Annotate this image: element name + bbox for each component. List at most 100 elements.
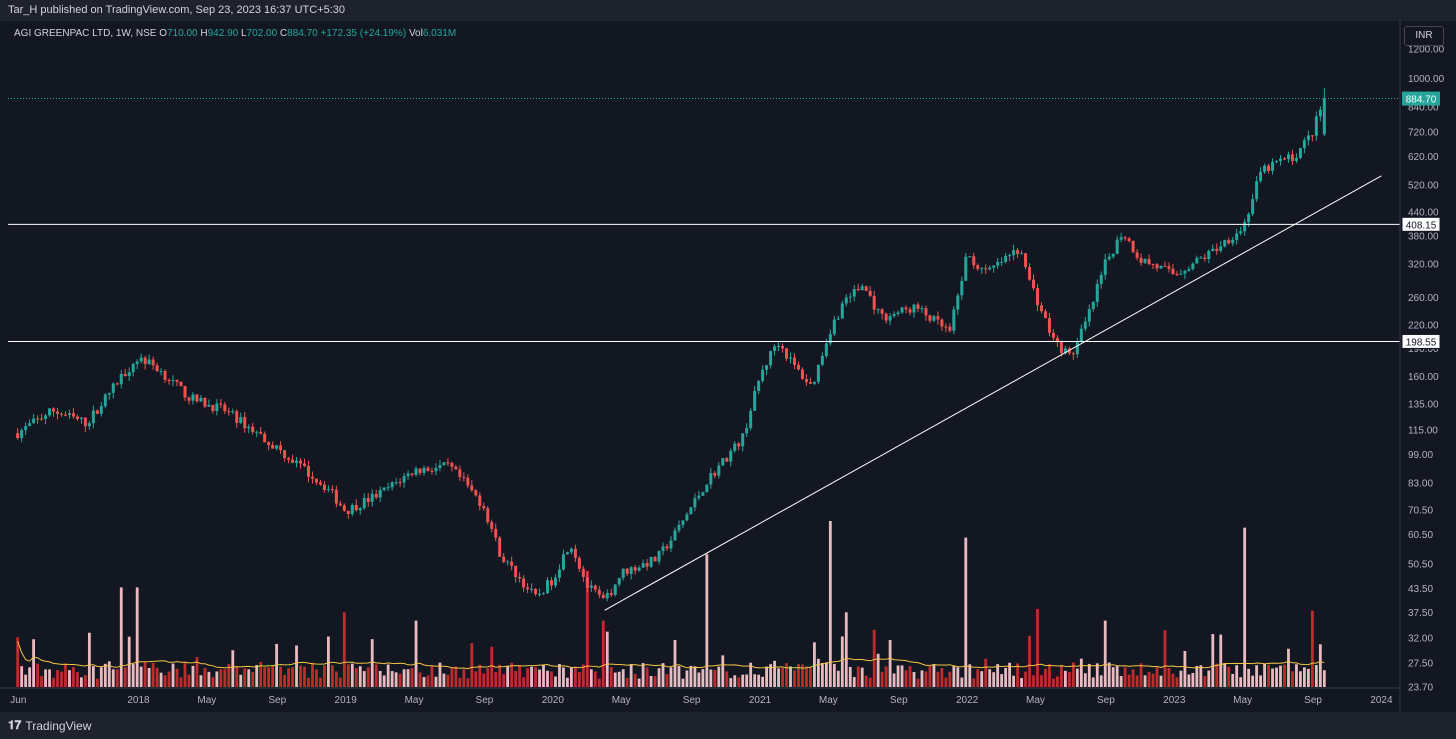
candle-body: [1286, 154, 1290, 160]
volume-bar: [661, 663, 665, 687]
volume-bar: [613, 672, 617, 687]
candle-body: [920, 308, 924, 310]
currency-button[interactable]: INR: [1404, 26, 1444, 46]
candle-body: [1163, 265, 1167, 267]
candle-body: [940, 319, 944, 327]
candle-body: [669, 540, 673, 549]
volume-bar: [247, 669, 251, 687]
candle-body: [542, 593, 546, 595]
candle-body: [538, 593, 542, 595]
price-chart[interactable]: 1200.00 1000.00 840.00 720.00 620.00 520.00 44…: [0, 21, 1456, 712]
candle-body: [514, 565, 518, 577]
volume-bar: [195, 657, 199, 687]
time-tick-label: 2022: [956, 695, 979, 706]
volume-bar: [1052, 678, 1055, 687]
candle-body: [1263, 165, 1267, 172]
volume-bar: [1235, 665, 1239, 687]
candle-body: [657, 551, 661, 562]
candle-body: [386, 487, 390, 489]
volume-bar: [279, 666, 282, 687]
volume-bar: [323, 665, 326, 687]
candle-body: [828, 334, 832, 344]
volume-bar: [458, 677, 462, 687]
candle-body: [470, 485, 474, 491]
high-label: H: [200, 28, 208, 39]
volume-bar: [530, 666, 533, 687]
candle-body: [179, 381, 183, 386]
price-tick-label: 320.00: [1408, 259, 1439, 270]
volume-bar: [1306, 668, 1310, 687]
candle-body: [24, 426, 28, 431]
candle-body: [1024, 253, 1028, 268]
tradingview-brand[interactable]: 𝟏𝟕 TradingView: [8, 718, 91, 733]
candle-body: [131, 364, 135, 373]
volume-bar: [1004, 667, 1008, 687]
volume-bar: [167, 671, 171, 687]
candle-body: [1020, 253, 1024, 255]
volume-bar: [526, 668, 529, 687]
candle-body: [338, 503, 342, 506]
candle-body: [175, 379, 179, 382]
brand-name: TradingView: [25, 718, 92, 733]
volume-bar: [972, 678, 976, 687]
time-tick-label: Jun: [10, 695, 26, 706]
volume-bar: [912, 671, 916, 687]
low-label: L: [240, 28, 247, 39]
candle-body: [127, 372, 131, 376]
volume-bar: [689, 665, 693, 687]
candle-body: [1131, 240, 1135, 253]
candle-body: [1047, 318, 1051, 333]
volume-bar: [769, 664, 772, 687]
volume-bar: [1079, 658, 1083, 687]
volume-bar: [311, 662, 314, 687]
candle-body: [864, 286, 868, 291]
volume-bar: [1287, 648, 1290, 687]
candle-body: [346, 510, 350, 515]
price-tick-label: 50.50: [1408, 560, 1433, 571]
volume-bar: [330, 665, 334, 687]
candle-body: [478, 495, 482, 506]
candle-body: [414, 468, 418, 475]
candle-body: [402, 476, 406, 483]
volume-bar: [657, 668, 661, 687]
volume-bar: [72, 666, 75, 687]
volume-bar: [681, 678, 685, 687]
candle-body: [382, 487, 386, 491]
candle-body: [207, 404, 211, 407]
candle-body: [1099, 274, 1103, 285]
volume-bar: [1322, 670, 1326, 687]
volume-bar: [944, 677, 948, 687]
candle-body: [235, 411, 239, 423]
candle-body: [884, 313, 888, 321]
volume-bar: [1303, 667, 1306, 687]
candle-body: [581, 568, 585, 577]
candle-body: [804, 378, 808, 383]
candle-body: [665, 546, 669, 549]
volume-bar: [984, 658, 988, 687]
volume-bar: [1191, 672, 1195, 687]
candle-body: [1195, 258, 1199, 264]
candle-body: [422, 467, 426, 473]
candle-body: [306, 465, 310, 477]
candle-body: [95, 410, 99, 414]
volume-bar: [693, 666, 697, 687]
volume-bar: [765, 666, 769, 687]
volume-bar: [1008, 662, 1012, 687]
volume-bar: [1016, 663, 1019, 687]
volume-bar: [1000, 674, 1004, 687]
volume-bar: [932, 664, 936, 687]
volume-bar: [1060, 665, 1063, 687]
volume-bar: [358, 666, 362, 687]
candle-body: [840, 303, 844, 319]
price-tick-label: 380.00: [1408, 231, 1439, 242]
candle-body: [705, 484, 709, 493]
volume-bar: [840, 636, 844, 687]
volume-bar: [753, 674, 757, 687]
candle-body: [482, 505, 486, 509]
candle-body: [259, 431, 263, 434]
volume-bar: [860, 667, 864, 687]
volume-bar: [410, 668, 414, 687]
volume-bar: [836, 670, 840, 687]
volume-bar: [68, 670, 71, 687]
candle-body: [334, 489, 338, 504]
